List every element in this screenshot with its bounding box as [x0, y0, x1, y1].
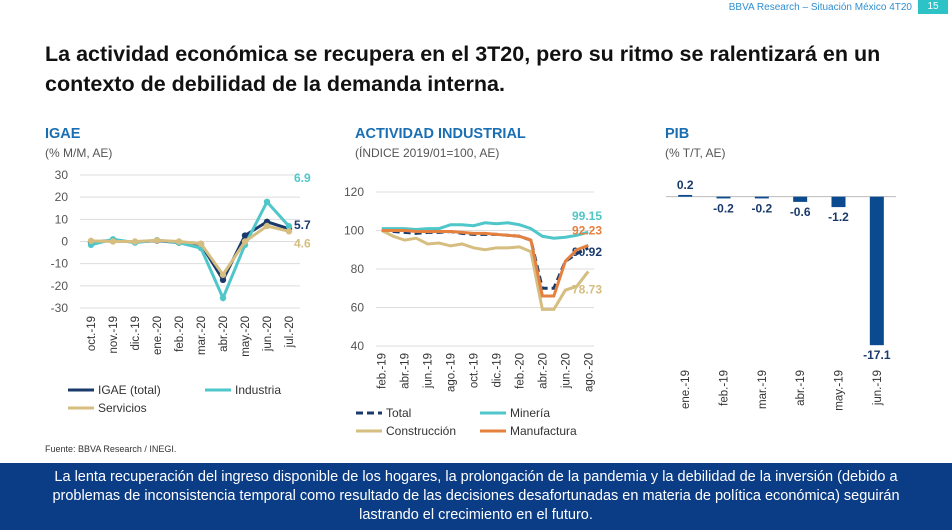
y-tick-label: 120 — [344, 185, 364, 199]
point — [241, 238, 249, 245]
x-tick-label: ene.-19 — [680, 370, 692, 409]
end-label: 4.6 — [294, 236, 311, 250]
value-label: -0.2 — [713, 201, 734, 215]
point — [219, 294, 227, 302]
legend-label: Minería — [510, 406, 550, 420]
x-tick-label: abr.-19 — [795, 370, 807, 406]
y-tick-label: 80 — [351, 262, 365, 276]
legend-label: Total — [386, 406, 411, 420]
point — [109, 238, 117, 245]
x-tick-label: ene.-20 — [152, 316, 164, 355]
y-tick-label: 20 — [55, 190, 69, 204]
point — [263, 198, 271, 206]
series-line — [381, 229, 590, 311]
x-tick-label: feb.-20 — [174, 316, 186, 352]
bar — [754, 196, 769, 199]
slide-title: La actividad económica se recupera en el… — [45, 42, 881, 96]
x-tick-label: abr.-19 — [400, 353, 412, 389]
page-number: 15 — [918, 0, 948, 14]
legend-label: Manufactura — [510, 424, 577, 438]
x-tick-label: jul.-20 — [284, 316, 296, 348]
footer-box: La lenta recuperación del ingreso dispon… — [0, 463, 952, 530]
x-tick-label: feb.-19 — [377, 353, 389, 389]
point — [285, 228, 293, 235]
bar — [678, 194, 693, 197]
point — [219, 271, 227, 278]
value-label: -0.6 — [790, 205, 811, 219]
x-tick-label: jun.-19 — [423, 353, 435, 389]
charts: IGAE (% M/M, AE) -30 -20 -10 0 10 20 30 oct.-19 no… — [45, 126, 896, 438]
x-tick-label: may.-20 — [240, 316, 252, 357]
legend-label: Construcción — [386, 424, 456, 438]
point — [263, 222, 271, 230]
chart-subtitle: (% M/M, AE) — [45, 146, 112, 160]
chart-subtitle: (ÍNDICE 2019/01=100, AE) — [355, 145, 499, 160]
legend-label: Industria — [235, 383, 281, 397]
y-tick-label: -30 — [51, 301, 69, 315]
chart-subtitle: (% T/T, AE) — [665, 146, 725, 160]
chart-title: PIB — [665, 126, 689, 142]
value-label: 0.2 — [677, 178, 694, 192]
series-line — [90, 199, 291, 302]
x-tick-label: feb.-19 — [719, 370, 731, 406]
series-line — [381, 221, 589, 240]
end-label: 78.73 — [572, 282, 602, 296]
point — [131, 238, 139, 245]
value-label: -0.2 — [751, 201, 772, 215]
y-tick-label: 30 — [55, 168, 69, 182]
x-tick-label: abr.-20 — [218, 316, 230, 352]
bar — [831, 196, 846, 208]
y-tick-label: -10 — [51, 257, 69, 271]
end-label: 6.9 — [294, 171, 311, 185]
x-tick-label: jun.-20 — [560, 353, 572, 389]
end-label: 5.7 — [294, 218, 311, 232]
point — [197, 240, 205, 247]
point — [241, 232, 249, 239]
series-line — [90, 224, 290, 278]
y-tick-label: 60 — [351, 301, 365, 315]
bar — [716, 196, 731, 199]
point — [153, 237, 161, 244]
x-tick-label: jun.-19 — [872, 370, 884, 406]
chart-title: ACTIVIDAD INDUSTRIAL — [355, 126, 526, 142]
bar — [793, 196, 808, 202]
y-tick-label: 100 — [344, 224, 364, 238]
legend-label: Servicios — [98, 401, 147, 415]
x-tick-label: ago.-20 — [583, 353, 595, 392]
x-tick-label: oct.-19 — [86, 316, 98, 351]
x-tick-label: may.-19 — [834, 370, 846, 411]
x-tick-label: mar.-19 — [757, 370, 769, 409]
x-tick-label: jun.-20 — [262, 316, 274, 352]
x-tick-label: dic.-19 — [130, 316, 142, 351]
source: Fuente: BBVA Research / INEGI. — [45, 444, 177, 454]
y-tick-label: 0 — [61, 235, 68, 249]
header: BBVA Research – Situación México 4T20 — [728, 2, 912, 13]
value-label: -17.1 — [863, 348, 891, 362]
series-line — [381, 229, 589, 298]
x-tick-label: abr.-20 — [537, 353, 549, 389]
y-tick-label: 10 — [55, 212, 69, 226]
x-tick-label: mar.-20 — [196, 316, 208, 355]
chart-title: IGAE — [45, 126, 81, 142]
bar — [869, 196, 884, 346]
end-label: 92.23 — [572, 223, 602, 237]
point — [219, 276, 227, 284]
point — [285, 223, 293, 230]
x-tick-label: oct.-19 — [469, 353, 481, 388]
x-tick-label: feb.-20 — [514, 353, 526, 389]
x-tick-label: ago.-19 — [446, 353, 458, 392]
y-tick-label: -20 — [51, 279, 69, 293]
point — [175, 238, 183, 245]
value-label: -1.2 — [828, 210, 849, 224]
point — [87, 237, 95, 245]
end-label: 99.15 — [572, 209, 602, 223]
x-tick-label: nov.-19 — [108, 316, 120, 354]
y-tick-label: 40 — [351, 339, 365, 353]
legend-label: IGAE (total) — [98, 383, 161, 397]
x-tick-label: dic.-19 — [491, 353, 503, 388]
